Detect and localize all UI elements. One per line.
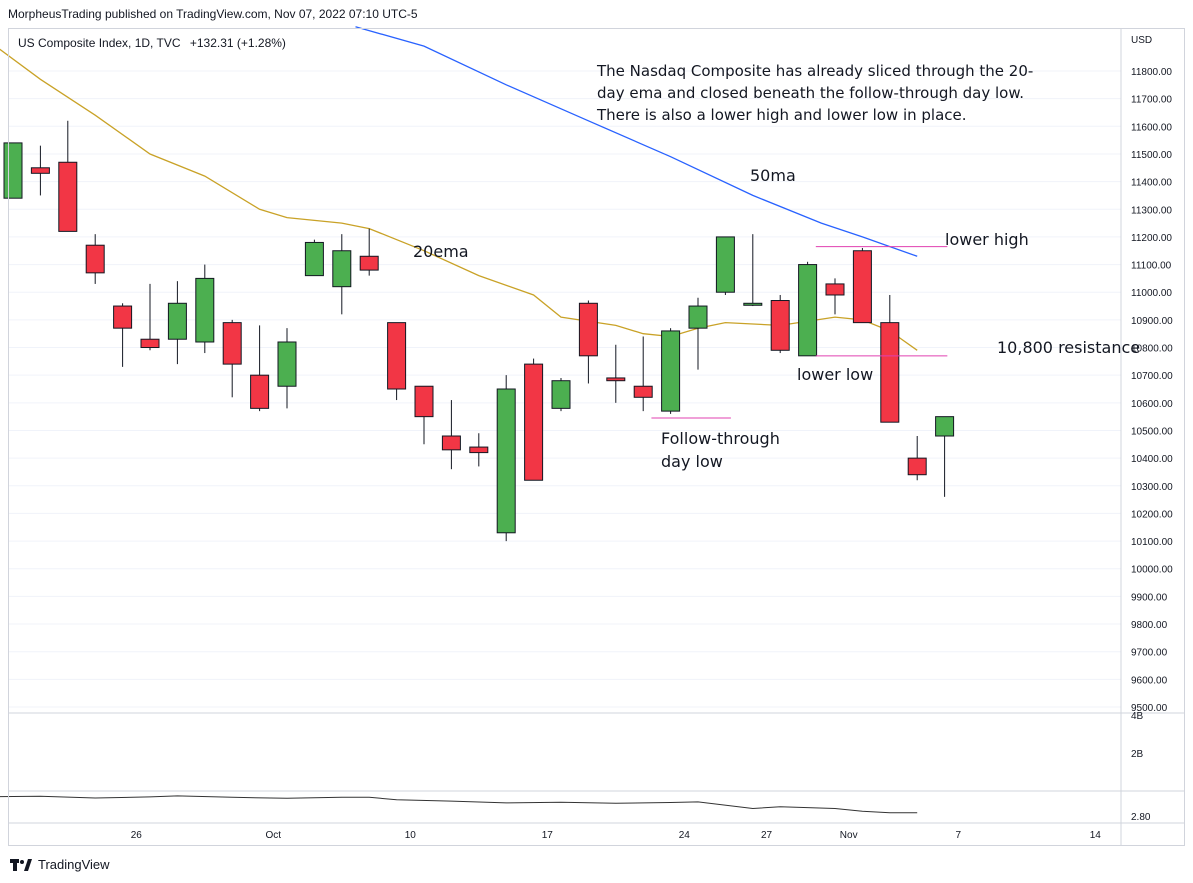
lower-high-label: lower high: [945, 230, 1029, 249]
candle-down: [113, 305, 133, 329]
price-tick-label: 9500.00: [1131, 703, 1168, 714]
candle-down: [578, 302, 598, 357]
price-tick-label: 10200.00: [1131, 509, 1173, 520]
price-tick-label: 11000.00: [1131, 288, 1172, 299]
indicator-tick-label: 2.80: [1131, 812, 1151, 823]
x-tick-label: Nov: [840, 830, 858, 841]
ftd-label-line1: Follow-through: [661, 429, 780, 448]
change-label: +132.31 (+1.28%): [189, 36, 286, 50]
price-tick-label: 11700.00: [1131, 95, 1172, 106]
candle-down: [825, 283, 845, 296]
price-tick-label: 9700.00: [1131, 648, 1168, 659]
candle-down: [441, 435, 461, 451]
ema20-label: 20ema: [413, 242, 469, 261]
candle-down: [633, 385, 653, 398]
publish-header: MorpheusTrading published on TradingView…: [8, 7, 418, 21]
indicator-line: [0, 795, 918, 814]
ma50-line: [355, 26, 918, 257]
candle-down: [58, 161, 78, 232]
price-tick-label: 10500.00: [1131, 426, 1173, 437]
price-tick-label: 11500.00: [1131, 150, 1172, 161]
price-tick-label: 10700.00: [1131, 371, 1173, 382]
candle-down: [359, 255, 379, 271]
ftd-label-line2: day low: [661, 452, 723, 471]
chart-legend[interactable]: US Composite Index, 1D, TVC +132.31 (+1.…: [18, 36, 292, 50]
candle-down: [852, 250, 872, 324]
candle-down: [222, 322, 242, 365]
candle-down: [469, 446, 489, 454]
candle-up: [167, 302, 187, 340]
candle-down: [387, 322, 407, 390]
volume-tick-label: 4B: [1131, 711, 1144, 722]
candle-up: [277, 341, 297, 387]
tradingview-logo-icon: [10, 858, 32, 871]
price-tick-label: 10600.00: [1131, 399, 1173, 410]
price-tick-label: 11300.00: [1131, 205, 1172, 216]
candle-up: [195, 277, 215, 343]
candle-up: [661, 330, 681, 412]
price-tick-label: 11400.00: [1131, 178, 1172, 189]
price-tick-label: 11600.00: [1131, 122, 1172, 133]
candle-up: [743, 302, 763, 306]
candle-down: [880, 322, 900, 423]
candle-down: [524, 363, 544, 481]
price-tick-label: 10900.00: [1131, 316, 1173, 327]
price-tick-label: 11100.00: [1131, 261, 1172, 272]
x-tick-label: 14: [1090, 830, 1102, 841]
candle-down: [85, 244, 105, 274]
candle-up: [496, 388, 516, 534]
x-tick-label: 17: [542, 830, 554, 841]
candle-up: [688, 305, 708, 329]
price-tick-label: 10400.00: [1131, 454, 1173, 465]
candle-up: [935, 416, 955, 437]
volume-tick-label: 2B: [1131, 749, 1144, 760]
candle-down: [907, 457, 927, 476]
price-tick-label: 10300.00: [1131, 482, 1173, 493]
x-tick-label: Oct: [266, 830, 282, 841]
currency-label: USD: [1131, 35, 1152, 46]
x-tick-label: 26: [131, 830, 143, 841]
candle-down: [140, 338, 160, 349]
price-tick-label: 10800.00: [1131, 344, 1173, 355]
symbol-label: US Composite Index, 1D, TVC: [18, 36, 181, 50]
price-tick-label: 10000.00: [1131, 565, 1173, 576]
candle-up: [798, 264, 818, 357]
candle-down: [606, 377, 626, 382]
candle-down: [30, 167, 50, 174]
candle-down: [414, 385, 434, 418]
candle-up: [551, 380, 571, 409]
x-tick-label: 7: [956, 830, 962, 841]
price-tick-label: 9900.00: [1131, 592, 1168, 603]
analysis-note: The Nasdaq Composite has already sliced …: [597, 62, 1034, 124]
price-tick-label: 11200.00: [1131, 233, 1172, 244]
candle-up: [304, 241, 324, 277]
x-tick-label: 10: [405, 830, 417, 841]
x-tick-label: 27: [761, 830, 773, 841]
price-tick-label: 11800.00: [1131, 67, 1172, 78]
candle-up: [715, 236, 735, 293]
x-tick-label: 24: [679, 830, 691, 841]
tradingview-footer[interactable]: TradingView: [10, 857, 110, 872]
chart-frame: [8, 28, 1185, 846]
candle-down: [250, 374, 270, 409]
ma50-label: 50ma: [750, 166, 796, 185]
price-tick-label: 10100.00: [1131, 537, 1173, 548]
price-tick-label: 9600.00: [1131, 675, 1168, 686]
resistance-label: 10,800 resistance: [997, 338, 1141, 357]
lower-low-label: lower low: [797, 365, 874, 384]
candle-down: [770, 300, 790, 351]
tradingview-brand: TradingView: [38, 857, 110, 872]
candle-up: [332, 250, 352, 288]
price-tick-label: 9800.00: [1131, 620, 1168, 631]
